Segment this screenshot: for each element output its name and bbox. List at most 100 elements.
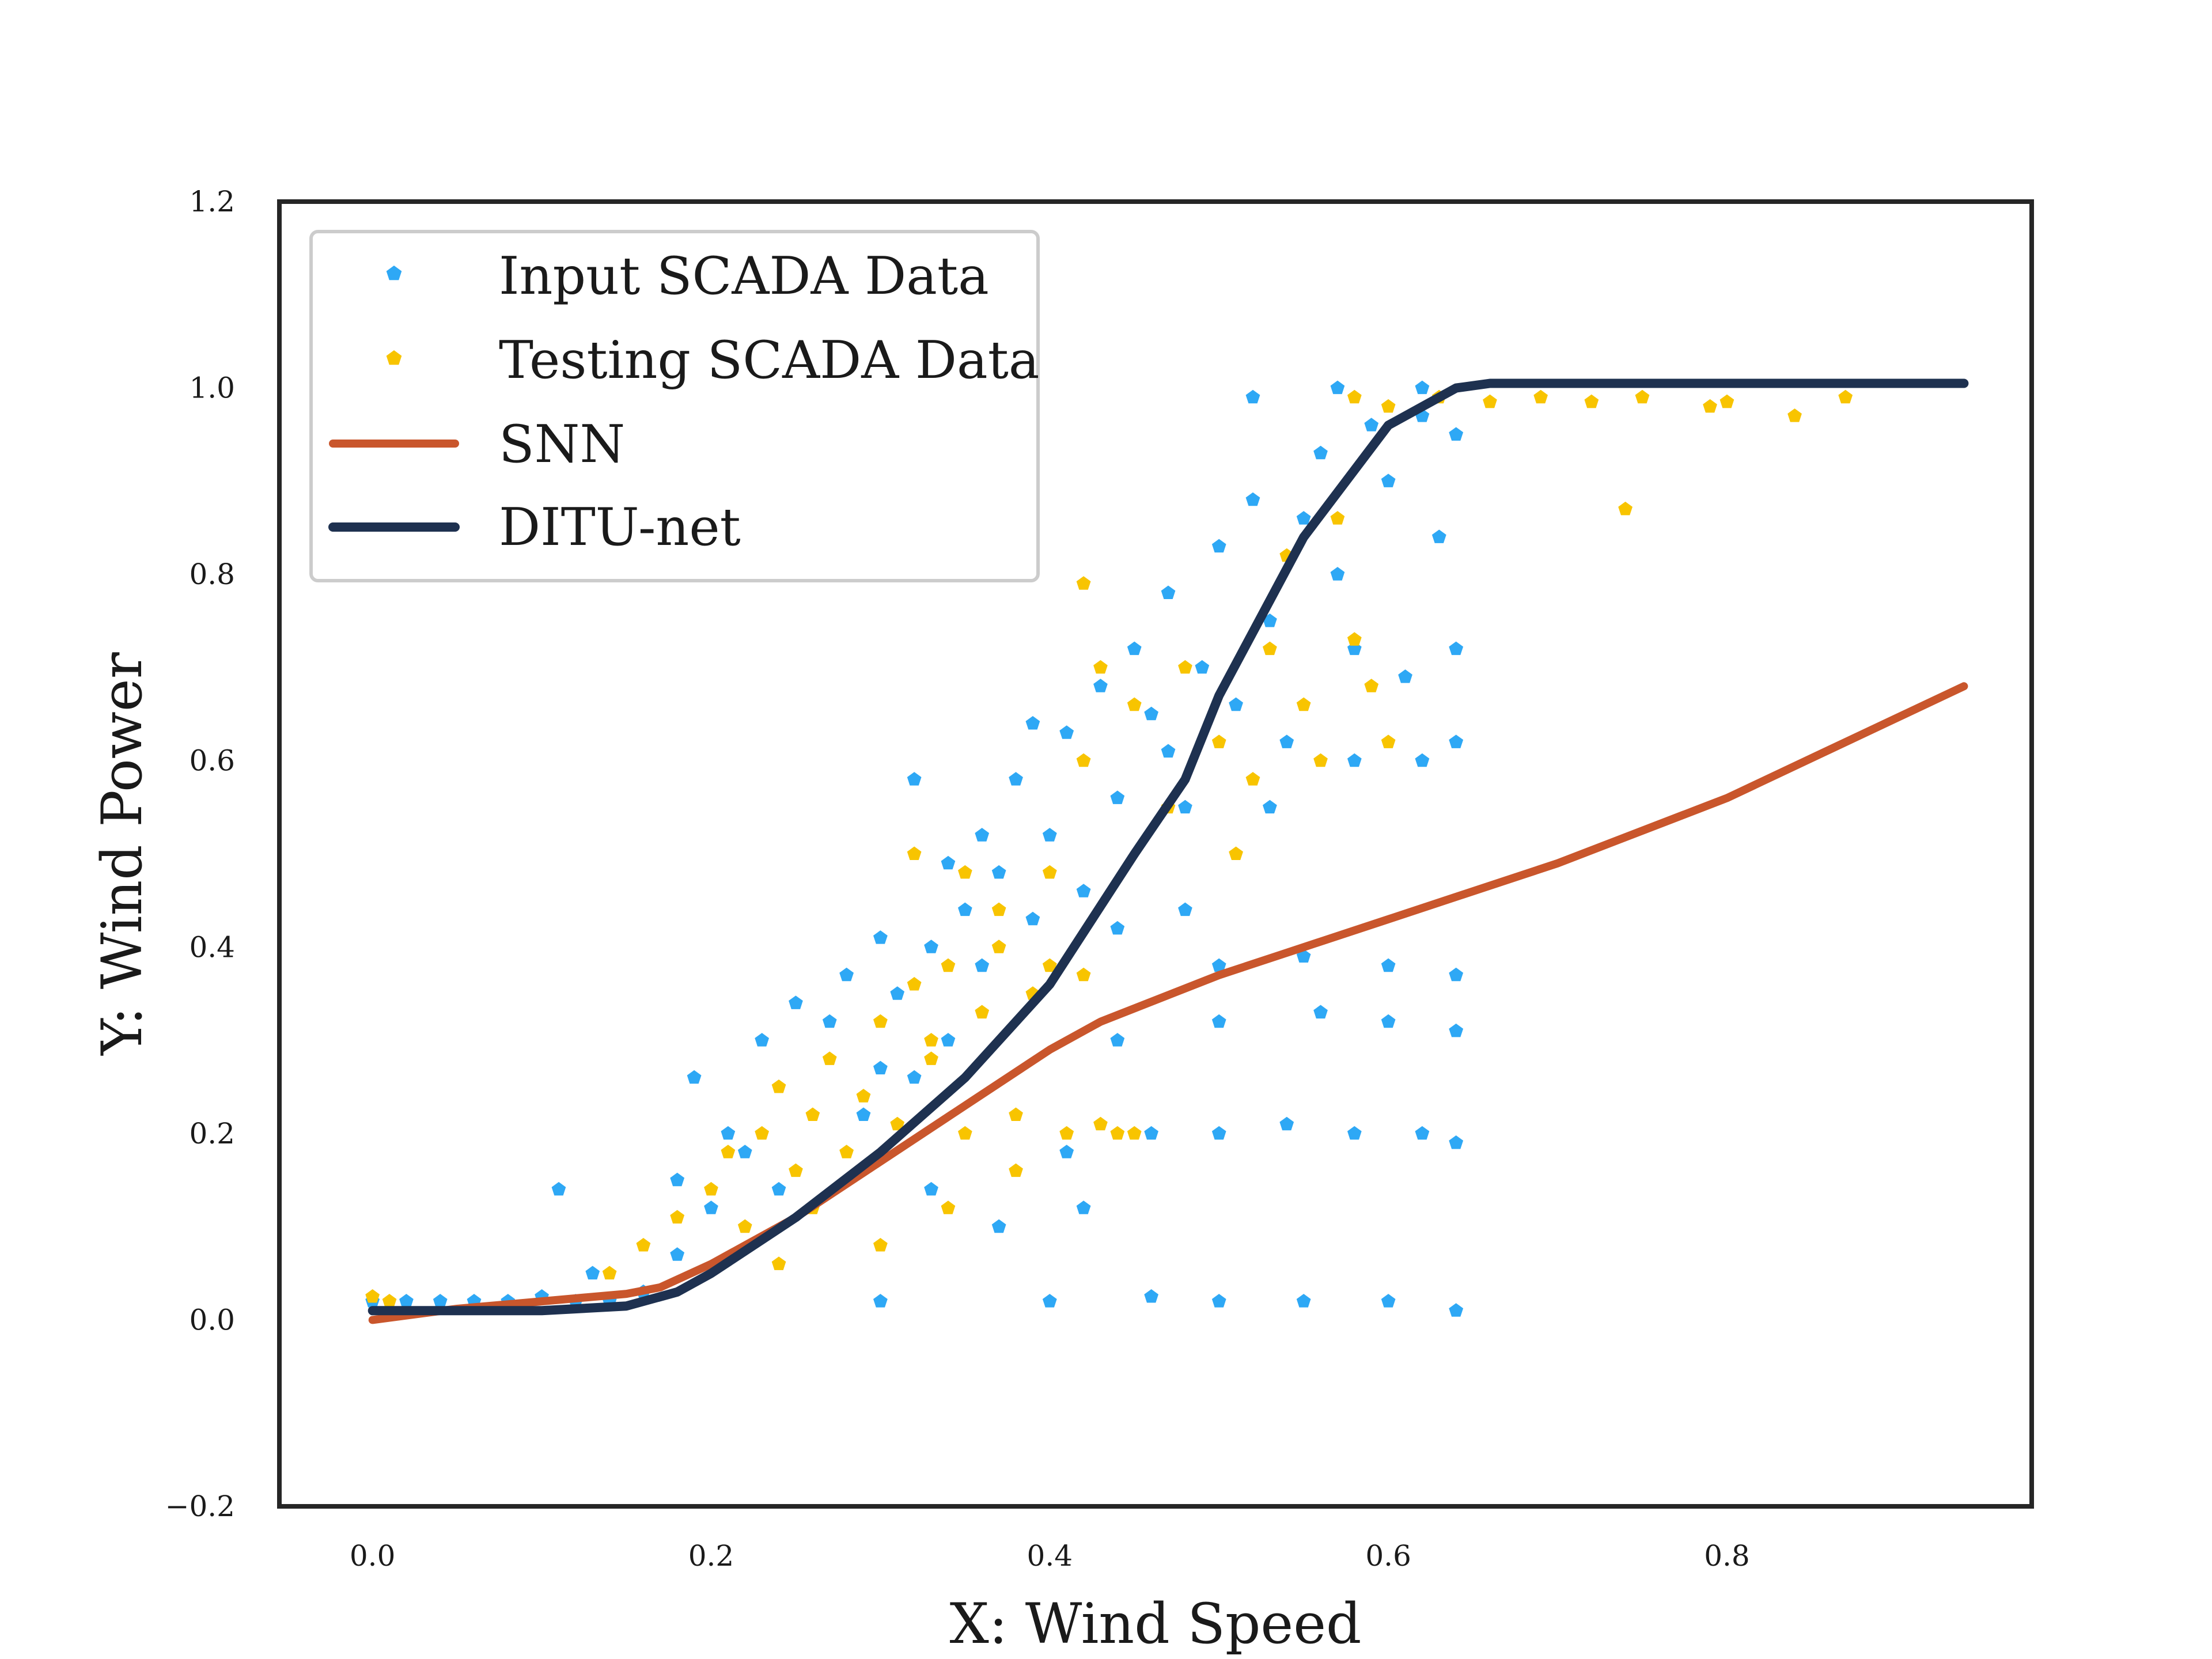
input-scada-point bbox=[1245, 389, 1260, 404]
testing-scada-point bbox=[958, 865, 972, 879]
testing-scada-point bbox=[1703, 399, 1717, 413]
testing-scada-point bbox=[924, 1051, 938, 1065]
input-scada-point bbox=[1076, 1200, 1091, 1214]
testing-scada-point bbox=[873, 1238, 888, 1252]
input-scada-point bbox=[856, 1107, 871, 1121]
input-scada-point bbox=[1279, 1116, 1294, 1131]
input-scada-point bbox=[1415, 753, 1430, 767]
input-scada-point bbox=[1431, 529, 1446, 543]
input-scada-point bbox=[1144, 706, 1158, 721]
input-scada-point bbox=[1449, 1303, 1464, 1317]
input-scada-point bbox=[1161, 744, 1176, 758]
input-scada-point bbox=[1330, 380, 1345, 395]
legend-label-input: Input SCADA Data bbox=[499, 246, 989, 306]
testing-scada-point bbox=[991, 940, 1006, 953]
input-scada-point bbox=[433, 1294, 448, 1308]
legend-box bbox=[309, 230, 1040, 582]
input-scada-point bbox=[1009, 772, 1023, 786]
input-scada-point bbox=[1364, 418, 1379, 431]
input-scada-point bbox=[670, 1172, 685, 1187]
input-scada-point bbox=[1347, 1126, 1362, 1140]
input-scada-point bbox=[1449, 734, 1464, 748]
input-scada-point bbox=[924, 1181, 938, 1196]
legend-entry-ditu-net: DITU-net bbox=[328, 497, 741, 558]
input-scada-point bbox=[1059, 725, 1074, 739]
testing-scada-point bbox=[1042, 865, 1057, 879]
input-scada-point bbox=[1161, 585, 1176, 599]
snn-line bbox=[368, 682, 1968, 1324]
input-scada-point bbox=[1381, 474, 1396, 487]
testing-scada-point bbox=[1263, 641, 1277, 656]
input-scada-point bbox=[1229, 697, 1243, 711]
x-tick-label: 0.0 bbox=[350, 1539, 396, 1573]
input-scada-point bbox=[1415, 1126, 1430, 1140]
y-tick-label: −0.2 bbox=[165, 1490, 235, 1523]
testing-scada-point bbox=[1347, 389, 1362, 404]
testing-scada-point bbox=[1787, 408, 1802, 422]
testing-scada-point bbox=[602, 1266, 617, 1280]
input-scada-point bbox=[1245, 492, 1260, 506]
input-scada-point bbox=[941, 1033, 956, 1047]
testing-scada-point bbox=[1533, 389, 1548, 404]
testing-scada-point bbox=[721, 1145, 736, 1158]
input-scada-point bbox=[975, 958, 990, 972]
input-scada-point bbox=[1296, 1294, 1311, 1308]
legend: Input SCADA Data Testing SCADA Data SNN … bbox=[309, 230, 1040, 582]
input-scada-point bbox=[1415, 380, 1430, 395]
input-scada-point bbox=[1127, 641, 1142, 656]
input-scada-point bbox=[924, 940, 938, 953]
ditu-net-line bbox=[368, 378, 1969, 1316]
input-scada-point bbox=[991, 865, 1006, 879]
testing-scada-point bbox=[958, 1126, 972, 1140]
y-tick-label: 0.2 bbox=[189, 1117, 235, 1150]
testing-scada-point bbox=[856, 1089, 871, 1103]
input-scada-point bbox=[1449, 1135, 1464, 1149]
input-scada-point bbox=[941, 855, 956, 870]
scatter-layer bbox=[365, 380, 1853, 1317]
testing-scada-point bbox=[1076, 753, 1091, 767]
input-scada-point bbox=[890, 986, 905, 1000]
input-scada-point bbox=[1381, 1014, 1396, 1028]
input-scada-point bbox=[1449, 1023, 1464, 1037]
input-scada-point bbox=[1059, 1145, 1074, 1158]
input-scada-point bbox=[1178, 800, 1192, 814]
testing-scada-point bbox=[1009, 1107, 1023, 1121]
testing-scada-point bbox=[704, 1181, 718, 1196]
testing-scada-point bbox=[1110, 1126, 1125, 1140]
input-scada-point bbox=[585, 1266, 600, 1280]
testing-scada-point bbox=[924, 1033, 938, 1047]
testing-scada-point bbox=[1483, 394, 1497, 408]
testing-scada-point bbox=[670, 1210, 685, 1224]
testing-scada-point bbox=[365, 1289, 380, 1303]
input-scada-point bbox=[1381, 1294, 1396, 1308]
testing-scada-point bbox=[1381, 399, 1396, 413]
testing-scada-point bbox=[771, 1080, 786, 1093]
input-scada-point bbox=[1211, 1126, 1226, 1140]
input-scada-point bbox=[721, 1126, 736, 1140]
testing-scada-point bbox=[839, 1145, 854, 1158]
input-scada-point bbox=[1025, 716, 1040, 730]
testing-scada-point bbox=[975, 1005, 990, 1019]
x-tick-label: 0.8 bbox=[1704, 1539, 1750, 1573]
x-axis-label: X: Wind Speed bbox=[950, 1592, 1362, 1656]
testing-scada-point bbox=[1093, 1116, 1108, 1131]
x-tick-label: 0.6 bbox=[1365, 1539, 1411, 1573]
input-scada-point bbox=[1347, 753, 1362, 767]
input-scada-point bbox=[1211, 539, 1226, 553]
input-scada-point bbox=[991, 1219, 1006, 1233]
testing-scada-point bbox=[1719, 394, 1734, 408]
legend-label-snn: SNN bbox=[499, 414, 625, 475]
y-axis-label: Y: Wind Power bbox=[90, 652, 154, 1056]
input-scada-point bbox=[771, 1181, 786, 1196]
testing-scada-point bbox=[1059, 1126, 1074, 1140]
y-tick-label: 1.0 bbox=[189, 372, 235, 405]
input-scada-point bbox=[1042, 1294, 1057, 1308]
input-scada-point bbox=[1449, 641, 1464, 656]
testing-scada-point bbox=[873, 1014, 888, 1028]
input-scada-point bbox=[839, 967, 854, 982]
testing-scada-point bbox=[1618, 501, 1633, 516]
line-layer bbox=[368, 378, 1969, 1324]
input-scada-point bbox=[1381, 958, 1396, 972]
input-scada-point bbox=[1449, 967, 1464, 982]
input-scada-point bbox=[1313, 1005, 1328, 1019]
